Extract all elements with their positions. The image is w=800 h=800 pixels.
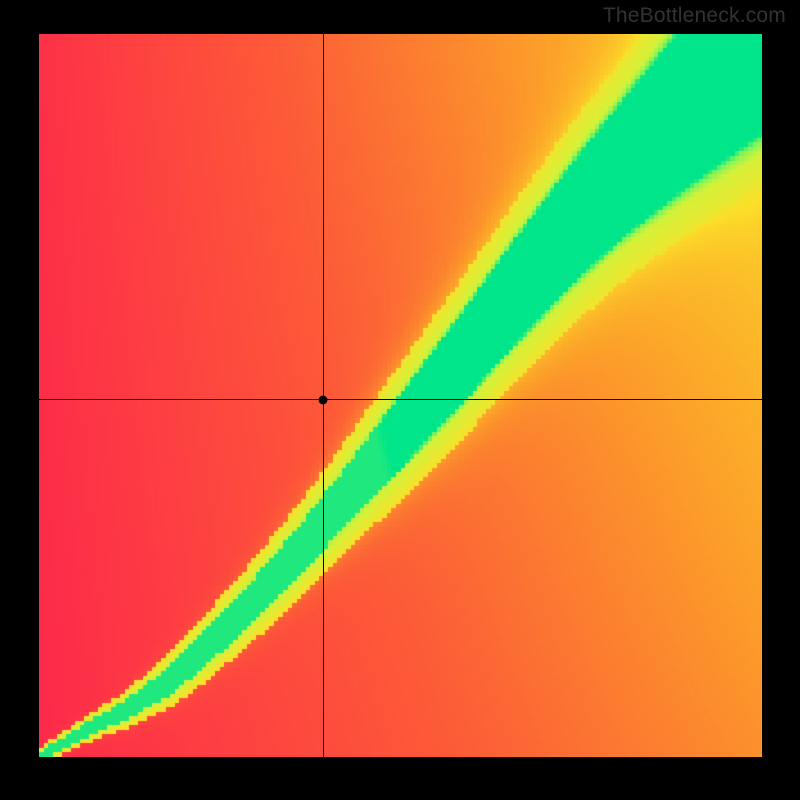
heatmap-canvas <box>39 34 762 757</box>
chart-container: TheBottleneck.com <box>0 0 800 800</box>
plot-area <box>39 34 762 757</box>
crosshair-horizontal <box>39 399 762 400</box>
watermark-text: TheBottleneck.com <box>603 4 786 28</box>
crosshair-marker <box>319 395 328 404</box>
